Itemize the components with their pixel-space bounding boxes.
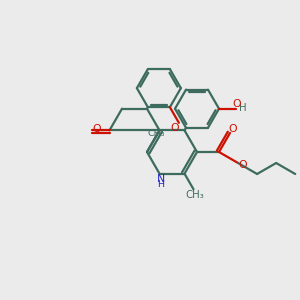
Text: O: O: [229, 124, 237, 134]
Text: H: H: [239, 103, 247, 113]
Text: O: O: [233, 99, 241, 109]
Text: O: O: [92, 124, 101, 134]
Text: CH₃: CH₃: [147, 129, 165, 138]
Text: N: N: [156, 174, 165, 184]
Text: H: H: [157, 180, 164, 189]
Text: CH₃: CH₃: [185, 190, 204, 200]
Text: O: O: [239, 160, 248, 170]
Text: O: O: [171, 123, 179, 133]
